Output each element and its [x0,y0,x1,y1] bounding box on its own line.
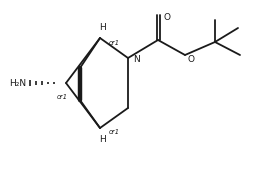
Text: O: O [187,56,194,64]
Text: or1: or1 [56,94,68,100]
Text: H₂N: H₂N [9,78,26,88]
Text: H: H [99,22,105,32]
Text: or1: or1 [109,40,120,46]
Text: or1: or1 [109,129,120,135]
Text: O: O [164,12,171,22]
Text: H: H [99,135,105,145]
Text: N: N [133,54,140,64]
